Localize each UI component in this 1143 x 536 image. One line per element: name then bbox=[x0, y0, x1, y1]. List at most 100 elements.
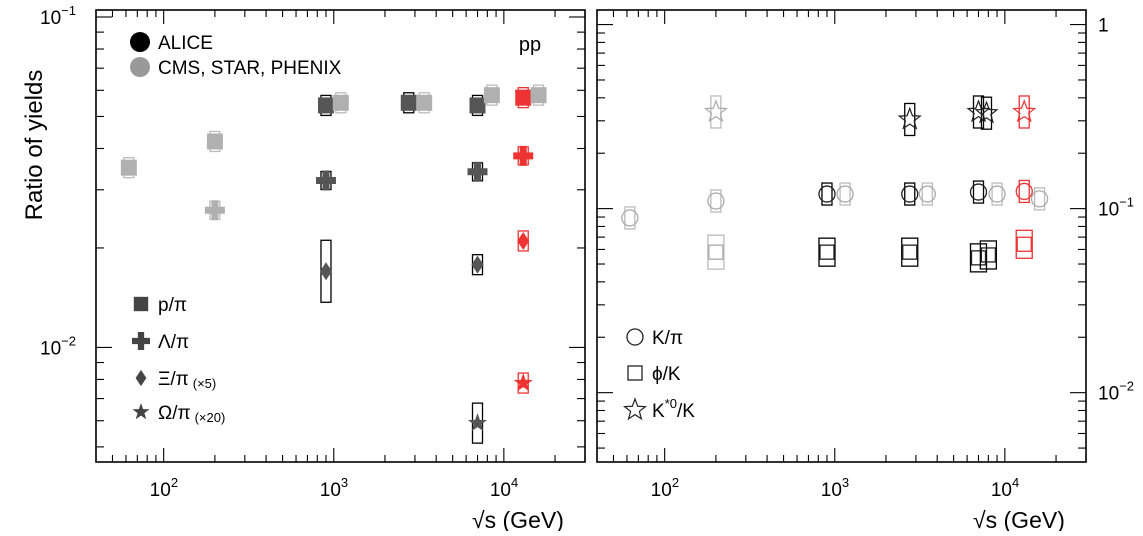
left-y-axis-label: Ratio of yields bbox=[21, 70, 48, 221]
legend-marker-square bbox=[133, 296, 149, 312]
legend-experiment-label: CMS, STAR, PHENIX bbox=[158, 58, 342, 79]
data-point bbox=[1030, 190, 1049, 208]
legend-experiment-label: ALICE bbox=[158, 33, 213, 54]
data-point bbox=[902, 244, 918, 260]
left-x-axis-label: √s (GeV) bbox=[472, 507, 564, 531]
data-point bbox=[467, 413, 488, 432]
right-x-tick-label: 103 bbox=[821, 475, 849, 501]
data-point bbox=[469, 97, 486, 114]
legend-species-label: p/π bbox=[158, 295, 187, 316]
data-point bbox=[1015, 182, 1033, 201]
left-x-tick-label: 102 bbox=[150, 475, 178, 501]
data-point bbox=[483, 87, 500, 104]
left-series-3 bbox=[467, 372, 533, 444]
uncertainty-box bbox=[821, 182, 833, 206]
legend-experiment-marker bbox=[130, 57, 150, 77]
right-panel: 102 103 104 √s (GeV) 1 10−1 10−2 K/π ϕ/K K*0/K bbox=[596, 9, 1134, 533]
right-y-tick-label: 10−1 bbox=[1098, 195, 1134, 221]
legend-marker-diamond bbox=[135, 369, 147, 387]
right-x-tick-label: 104 bbox=[991, 475, 1019, 501]
data-point bbox=[703, 99, 728, 123]
left-series-2 bbox=[319, 230, 530, 303]
left-y-ticks bbox=[96, 16, 585, 448]
left-x-tick-label: 103 bbox=[320, 475, 348, 501]
data-point bbox=[836, 185, 854, 203]
data-point bbox=[471, 255, 484, 274]
uncertainty-box bbox=[969, 243, 988, 273]
uncertainty-box bbox=[980, 96, 993, 130]
data-point bbox=[315, 170, 336, 191]
data-point bbox=[621, 209, 639, 227]
right-series-1 bbox=[707, 229, 1033, 273]
left-x-ticks bbox=[95, 10, 586, 462]
left-series-0 bbox=[120, 84, 547, 179]
uncertainty-box bbox=[1033, 187, 1046, 211]
data-point bbox=[513, 373, 533, 392]
data-point bbox=[988, 185, 1006, 203]
data-point bbox=[517, 231, 530, 250]
data-point bbox=[416, 94, 433, 111]
left-x-tick-label: 104 bbox=[490, 475, 518, 501]
uncertainty-box bbox=[710, 95, 722, 129]
data-point bbox=[1012, 99, 1037, 123]
uncertainty-box bbox=[972, 180, 985, 204]
data-point bbox=[400, 94, 417, 111]
uncertainty-box bbox=[839, 182, 851, 206]
right-x-axis-label: √s (GeV) bbox=[973, 507, 1065, 531]
data-point bbox=[206, 133, 223, 150]
collision-system-label: pp bbox=[519, 34, 541, 56]
data-point bbox=[818, 185, 836, 203]
uncertainty-box bbox=[904, 102, 916, 137]
uncertainty-box bbox=[1018, 179, 1030, 204]
data-point bbox=[513, 145, 534, 166]
legend-marker-star-open bbox=[622, 397, 648, 421]
data-point bbox=[708, 244, 724, 260]
legend-species-label: ϕ/K bbox=[652, 364, 681, 385]
uncertainty-box bbox=[972, 95, 985, 129]
data-point bbox=[918, 185, 936, 203]
legend-marker-circle-open bbox=[626, 328, 644, 346]
data-point bbox=[332, 94, 349, 111]
legend-marker-square-open bbox=[627, 365, 643, 381]
data-point bbox=[515, 89, 532, 106]
uncertainty-box bbox=[979, 240, 998, 270]
data-point bbox=[966, 99, 991, 123]
data-point bbox=[467, 161, 488, 182]
data-point bbox=[897, 106, 922, 130]
legend-species-label: Λ/π bbox=[158, 332, 189, 353]
data-point bbox=[901, 185, 919, 203]
data-point bbox=[317, 97, 334, 114]
legend-marker-cross bbox=[132, 332, 151, 350]
data-point bbox=[819, 244, 835, 260]
left-plot-frame bbox=[95, 9, 586, 463]
right-series-2 bbox=[703, 95, 1037, 137]
data-point bbox=[980, 247, 997, 263]
uncertainty-box bbox=[1018, 95, 1030, 129]
legend-species-label: K*0/K bbox=[652, 396, 695, 422]
uncertainty-box bbox=[991, 182, 1003, 206]
uncertainty-box bbox=[707, 234, 725, 270]
data-point bbox=[120, 159, 137, 176]
data-point bbox=[530, 87, 547, 104]
right-x-ticks bbox=[596, 10, 1087, 462]
uncertainty-box bbox=[710, 189, 722, 213]
data-point bbox=[969, 183, 988, 201]
right-y-ticks bbox=[597, 24, 1086, 449]
right-series-0 bbox=[621, 179, 1049, 230]
uncertainty-box bbox=[904, 182, 916, 206]
legend-species-label: K/π bbox=[652, 328, 683, 349]
left-series-1 bbox=[204, 145, 534, 221]
data-point bbox=[707, 192, 725, 210]
uncertainty-box bbox=[921, 182, 933, 206]
uncertainty-box bbox=[818, 237, 836, 267]
data-point bbox=[970, 250, 987, 266]
uncertainty-box bbox=[624, 206, 636, 230]
legend-marker-star bbox=[132, 403, 150, 420]
legend-species-label: Ξ/π (×5) bbox=[158, 369, 216, 391]
left-panel: 102 103 104 √s (GeV) 10−1 10−2 Ratio of yields… bbox=[21, 3, 586, 533]
left-y-tick-label: 10−1 bbox=[40, 3, 76, 29]
data-point bbox=[974, 100, 999, 124]
uncertainty-box bbox=[901, 237, 919, 267]
